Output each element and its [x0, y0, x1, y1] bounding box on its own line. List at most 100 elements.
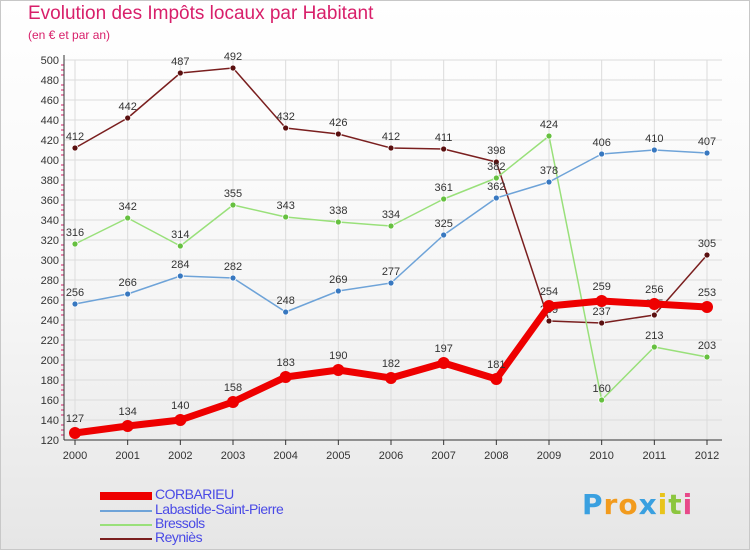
y-tick-label: 420 — [41, 135, 59, 147]
y-tick-label: 280 — [41, 275, 59, 287]
data-point-labastide-saint-pierre — [176, 272, 184, 280]
data-label-labastide-saint-pierre: 378 — [540, 165, 558, 177]
data-label-labastide-saint-pierre: 406 — [592, 137, 610, 149]
y-tick-label: 220 — [41, 335, 59, 347]
x-tick-label: 2004 — [273, 450, 297, 462]
data-label-reyni-s: 411 — [435, 132, 453, 144]
data-point-corbarieu — [332, 364, 345, 376]
data-point-labastide-saint-pierre — [440, 231, 448, 239]
data-point-reyni-s — [650, 311, 658, 319]
data-point-labastide-saint-pierre — [650, 146, 658, 154]
data-label-reyni-s: 432 — [276, 111, 294, 123]
x-tick-label: 2011 — [643, 450, 667, 462]
data-label-reyni-s: 305 — [698, 238, 716, 250]
logo-letter: x — [638, 488, 658, 521]
data-point-corbarieu — [385, 372, 397, 384]
data-label-bressols: 361 — [434, 182, 452, 194]
data-label-reyni-s: 487 — [171, 56, 189, 68]
data-label-bressols: 213 — [645, 330, 663, 342]
y-tick-label: 320 — [41, 235, 59, 247]
data-point-corbarieu — [595, 295, 608, 307]
data-point-labastide-saint-pierre — [492, 194, 500, 202]
data-point-labastide-saint-pierre — [545, 178, 553, 186]
data-label-reyni-s: 398 — [487, 145, 505, 157]
x-tick-label: 2008 — [484, 450, 508, 462]
data-point-reyni-s — [545, 317, 553, 325]
data-point-reyni-s — [229, 64, 237, 72]
x-tick-label: 2006 — [379, 450, 403, 462]
data-point-reyni-s — [492, 158, 500, 166]
data-point-corbarieu — [437, 357, 450, 369]
y-tick-label: 240 — [41, 315, 59, 327]
y-tick-label: 340 — [41, 215, 59, 227]
data-label-corbarieu: 259 — [592, 281, 610, 293]
data-point-reyni-s — [176, 69, 184, 77]
data-point-bressols — [334, 218, 342, 226]
data-label-bressols: 343 — [276, 200, 294, 212]
y-tick-label: 120 — [41, 435, 59, 447]
y-tick-label: 200 — [41, 355, 59, 367]
data-point-reyni-s — [71, 144, 79, 152]
y-tick-label: 500 — [41, 55, 59, 67]
data-label-corbarieu: 183 — [276, 357, 294, 369]
data-label-reyni-s: 412 — [66, 131, 84, 143]
data-label-labastide-saint-pierre: 282 — [224, 261, 242, 273]
data-label-labastide-saint-pierre: 410 — [645, 133, 663, 145]
logo-letter: i — [657, 488, 669, 521]
x-tick-label: 2012 — [695, 450, 719, 462]
data-point-reyni-s — [387, 144, 395, 152]
data-point-labastide-saint-pierre — [71, 300, 79, 308]
data-point-corbarieu — [69, 427, 81, 439]
y-tick-label: 460 — [41, 95, 59, 107]
data-point-bressols — [176, 242, 184, 250]
data-label-bressols: 424 — [540, 119, 558, 131]
data-label-bressols: 160 — [592, 383, 610, 395]
chart-subtitle: (en € et par an) — [28, 28, 111, 42]
data-label-corbarieu: 181 — [487, 359, 505, 371]
data-label-bressols: 338 — [329, 205, 347, 217]
data-point-reyni-s — [334, 130, 342, 138]
data-label-reyni-s: 442 — [118, 101, 136, 113]
data-label-bressols: 334 — [382, 209, 400, 221]
data-label-bressols: 382 — [487, 161, 505, 173]
data-point-reyni-s — [703, 251, 711, 259]
data-label-bressols: 355 — [224, 188, 242, 200]
data-label-bressols: 316 — [66, 227, 84, 239]
data-label-corbarieu: 197 — [434, 343, 452, 355]
y-tick-label: 140 — [41, 415, 59, 427]
data-point-corbarieu — [121, 420, 134, 432]
data-point-bressols — [387, 222, 395, 230]
data-point-bressols — [440, 195, 448, 203]
y-tick-label: 300 — [41, 255, 59, 267]
data-point-bressols — [124, 214, 132, 222]
data-label-labastide-saint-pierre: 362 — [487, 181, 505, 193]
data-label-corbarieu: 127 — [66, 413, 84, 425]
data-label-labastide-saint-pierre: 277 — [382, 266, 400, 278]
data-point-bressols — [229, 201, 237, 209]
data-point-reyni-s — [282, 124, 290, 132]
data-point-bressols — [703, 353, 711, 361]
logo-letter: r — [603, 488, 619, 521]
data-label-labastide-saint-pierre: 269 — [329, 274, 347, 286]
y-tick-label: 480 — [41, 75, 59, 87]
data-label-corbarieu: 158 — [224, 382, 242, 394]
y-tick-label: 260 — [41, 295, 59, 307]
legend-swatch-bressols — [100, 524, 152, 526]
data-label-bressols: 203 — [698, 340, 716, 352]
data-point-corbarieu — [543, 300, 555, 312]
data-point-bressols — [650, 343, 658, 351]
data-point-labastide-saint-pierre — [282, 308, 290, 316]
logo-letter: t — [668, 488, 683, 521]
data-point-corbarieu — [701, 301, 713, 313]
data-label-labastide-saint-pierre: 325 — [434, 218, 452, 230]
y-tick-label: 400 — [41, 155, 59, 167]
data-label-corbarieu: 190 — [329, 350, 347, 362]
logo-letter: P — [582, 488, 604, 521]
legend-swatch-labastide — [100, 510, 152, 512]
data-point-bressols — [545, 132, 553, 140]
data-label-corbarieu: 140 — [171, 400, 189, 412]
logo-letter: i — [682, 488, 694, 521]
data-point-labastide-saint-pierre — [598, 150, 606, 158]
data-label-reyni-s: 426 — [329, 117, 347, 129]
